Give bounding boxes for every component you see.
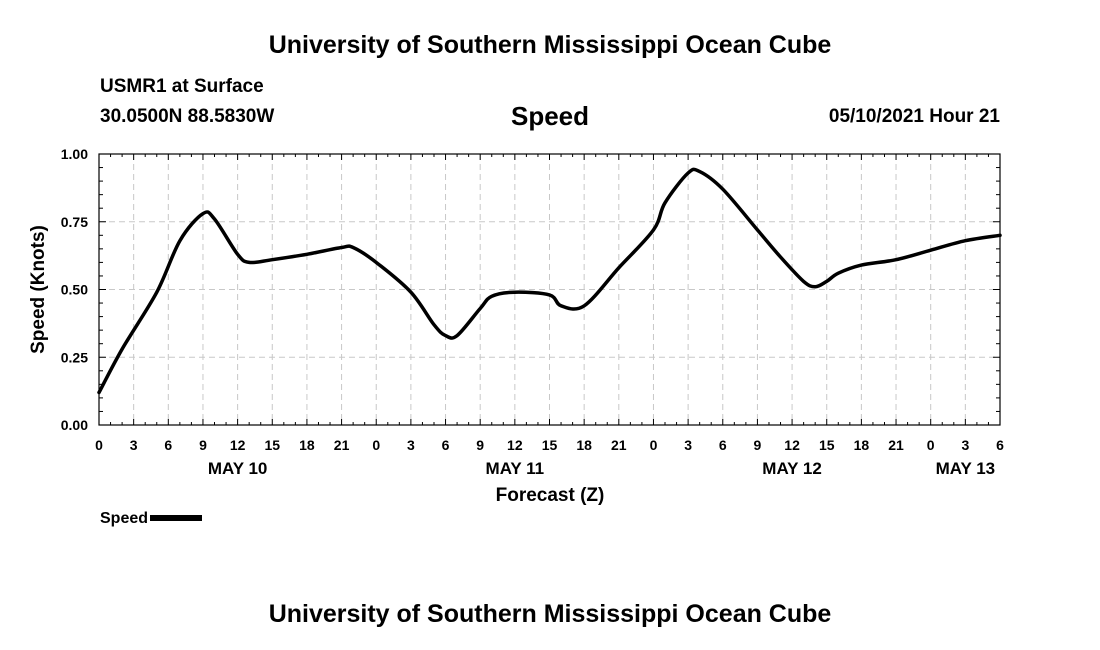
x-axis-title: Forecast (Z) [496, 485, 605, 506]
legend-swatch [150, 514, 203, 521]
x-tick-label: 15 [264, 437, 280, 453]
chart-title: Speed [510, 101, 590, 131]
date-label: MAY 13 [936, 459, 996, 478]
y-tick-label: 1.00 [61, 146, 88, 162]
x-tick-label: 6 [164, 437, 172, 453]
legend: Speed [100, 510, 203, 528]
axis-ticks [98, 153, 1001, 426]
x-tick-label: 6 [996, 437, 1004, 453]
x-tick-label: 12 [784, 437, 800, 453]
x-tick-label: 0 [95, 437, 103, 453]
x-tick-label: 12 [507, 437, 523, 453]
x-tick-label: 3 [407, 437, 415, 453]
x-tick-label: 15 [819, 437, 835, 453]
grid [99, 154, 1000, 425]
x-tick-label: 0 [372, 437, 380, 453]
chart-footer-title: University of Southern Mississippi Ocean… [268, 600, 832, 628]
x-tick-label: 18 [576, 437, 592, 453]
speed-series-line [97, 167, 1002, 395]
x-tick-label: 0 [650, 437, 658, 453]
y-tick-label: 0.75 [61, 214, 88, 230]
forecast-datetime: 05/10/2021 Hour 21 [828, 106, 1000, 127]
x-tick-label: 6 [719, 437, 727, 453]
x-tick-label: 3 [961, 437, 969, 453]
date-label: MAY 12 [762, 459, 822, 478]
x-tick-label: 18 [854, 437, 870, 453]
x-tick-label: 21 [888, 437, 904, 453]
legend-label: Speed [100, 510, 149, 527]
x-tick-label: 21 [334, 437, 350, 453]
x-tick-label: 9 [754, 437, 762, 453]
chart-header-title: University of Southern Mississippi Ocean… [268, 31, 832, 59]
x-tick-label: 3 [130, 437, 138, 453]
y-axis-title: Speed (Knots) [28, 225, 49, 354]
x-tick-label: 6 [442, 437, 450, 453]
x-tick-label: 18 [299, 437, 315, 453]
y-tick-label: 0.25 [61, 349, 88, 365]
date-label: MAY 10 [208, 459, 268, 478]
x-tick-label: 15 [542, 437, 558, 453]
axis-labels: 0 3 6 9 12 15 18 21 0 3 6 9 12 15 18 21 0 3 6 9 12 15 18 21 0 3 6 0… [28, 146, 1004, 506]
x-tick-label: 9 [476, 437, 484, 453]
x-tick-label: 12 [230, 437, 246, 453]
station-coordinates: 30.0500N 88.5830W [100, 106, 275, 127]
date-label: MAY 11 [486, 459, 545, 478]
station-name: USMR1 at Surface [100, 76, 264, 97]
y-tick-label: 0.50 [61, 282, 88, 298]
x-tick-label: 0 [927, 437, 935, 453]
x-tick-label: 21 [611, 437, 627, 453]
x-tick-label: 9 [199, 437, 207, 453]
y-tick-label: 0.00 [61, 417, 88, 433]
x-tick-label: 3 [684, 437, 692, 453]
